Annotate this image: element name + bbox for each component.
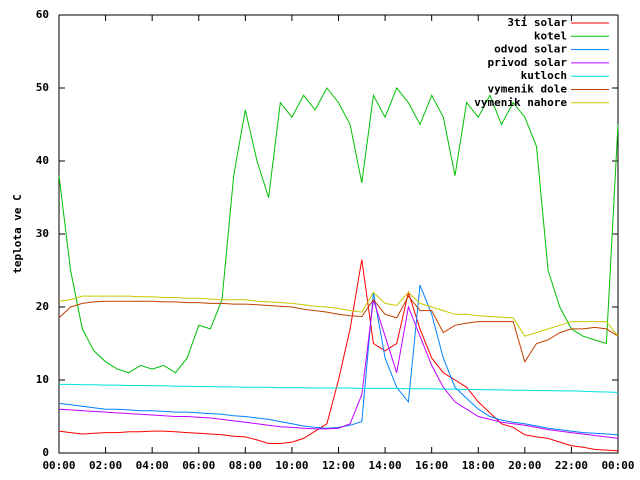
series-line: [58, 299, 619, 439]
y-tick-label: 20: [36, 300, 49, 313]
series-line: [58, 291, 619, 337]
y-tick-label: 0: [42, 446, 49, 459]
x-tick-label: 00:00: [42, 459, 75, 472]
x-tick-label: 10:00: [275, 459, 308, 472]
y-axis-label: teplota ve C: [11, 194, 24, 273]
legend-label: privod solar: [488, 56, 568, 69]
x-tick-label: 16:00: [415, 459, 448, 472]
series-line: [58, 87, 619, 374]
x-tick-label: 20:00: [508, 459, 541, 472]
series-line: [58, 259, 619, 452]
legend-label: 3ti solar: [507, 16, 567, 29]
x-tick-label: 14:00: [369, 459, 402, 472]
x-tick-label: 22:00: [555, 459, 588, 472]
y-tick-label: 30: [36, 227, 49, 240]
legend-label: kotel: [534, 29, 567, 42]
y-tick-label: 60: [36, 8, 49, 21]
x-tick-label: 12:00: [322, 459, 355, 472]
x-tick-label: 06:00: [182, 459, 215, 472]
x-tick-label: 04:00: [136, 459, 169, 472]
series-line: [58, 295, 619, 364]
x-tick-label: 00:00: [601, 459, 634, 472]
y-tick-label: 40: [36, 154, 49, 167]
x-tick-label: 08:00: [229, 459, 262, 472]
series-line: [59, 383, 619, 393]
series-line: [58, 284, 619, 436]
y-tick-label: 50: [36, 81, 49, 94]
legend-label: vymenik nahore: [474, 96, 567, 109]
x-tick-label: 18:00: [462, 459, 495, 472]
legend-label: vymenik dole: [488, 83, 568, 96]
x-tick-label: 02:00: [89, 459, 122, 472]
legend-label: odvod solar: [494, 43, 567, 56]
y-tick-label: 10: [36, 373, 49, 386]
legend-label: kutloch: [521, 69, 567, 82]
